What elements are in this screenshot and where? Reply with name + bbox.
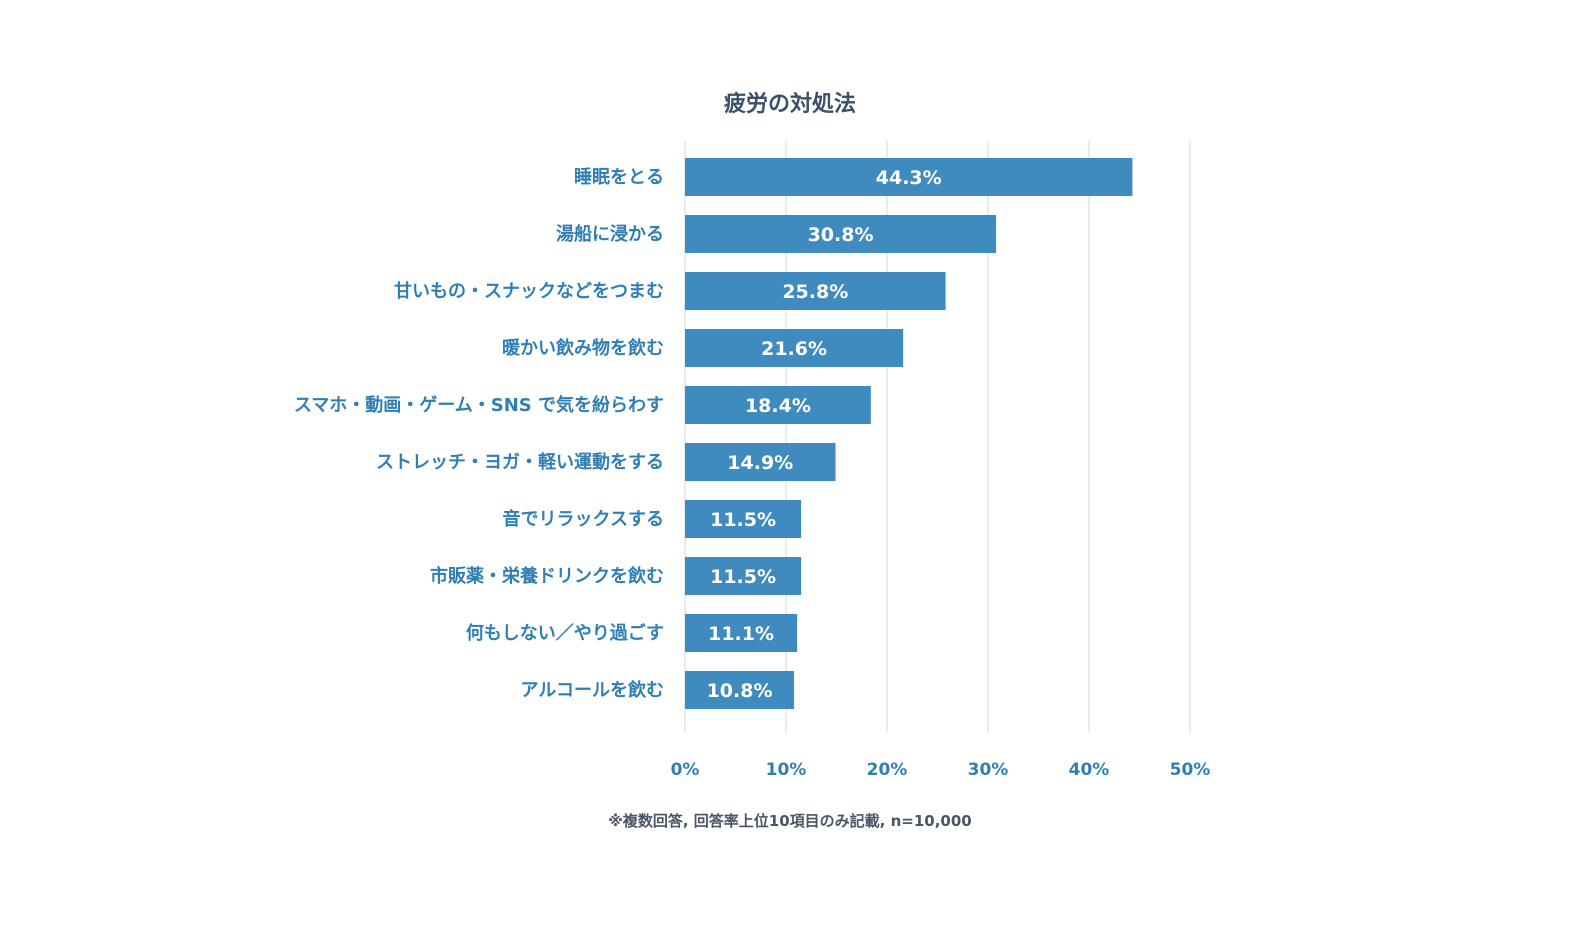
bar: [685, 500, 802, 538]
bar-value-label: 18.4%: [745, 395, 811, 417]
chart-footnote: ※複数回答, 回答率上位10項目のみ記載, n=10,000: [608, 812, 971, 830]
x-tick-label: 0%: [671, 760, 700, 780]
x-axis-ticks: 0% 10% 20% 30% 40% 50%: [671, 760, 1211, 780]
category-label: 睡眠をとる: [574, 167, 664, 188]
bars: 44.3% 30.8% 25.8% 21.6% 18.4% 14.9% 11.5% 11.5%…: [685, 158, 1133, 709]
x-tick-label: 50%: [1170, 760, 1211, 780]
bar: [685, 215, 997, 253]
bar: [685, 158, 1133, 196]
bar-value-label: 30.8%: [808, 224, 874, 246]
bar-value-label: 21.6%: [761, 338, 827, 360]
bar-value-label: 14.9%: [727, 452, 793, 474]
category-label: スマホ・動画・ゲーム・SNS で気を紛らわす: [294, 394, 664, 416]
bar: [685, 386, 871, 424]
bar-value-label: 44.3%: [876, 167, 942, 189]
category-label: 何もしない／やり過ごす: [466, 622, 664, 644]
category-label: 暖かい飲み物を飲む: [502, 337, 664, 359]
bar: [685, 329, 904, 367]
category-label: アルコールを飲む: [521, 679, 664, 701]
bar-value-label: 10.8%: [707, 680, 773, 702]
category-label: 音でリラックスする: [503, 508, 664, 530]
bar-value-label: 11.5%: [710, 566, 776, 588]
bar: [685, 614, 798, 652]
category-label: ストレッチ・ヨガ・軽い運動をする: [376, 451, 664, 473]
category-label: 甘いもの・スナックなどをつまむ: [394, 281, 664, 302]
x-tick-label: 30%: [968, 760, 1009, 780]
bar: [685, 272, 946, 310]
bar: [685, 557, 802, 595]
chart-title: 疲労の対処法: [724, 91, 856, 117]
category-label: 市販薬・栄養ドリンクを飲む: [430, 565, 664, 587]
bar-value-label: 25.8%: [782, 281, 848, 303]
category-label: 湯船に浸かる: [556, 223, 664, 245]
bar: [685, 671, 795, 709]
category-labels: 睡眠をとる湯船に浸かる甘いもの・スナックなどをつまむ暖かい飲み物を飲むスマホ・動…: [294, 167, 664, 701]
bar-value-label: 11.5%: [710, 509, 776, 531]
x-tick-label: 40%: [1069, 760, 1110, 780]
x-tick-label: 10%: [766, 760, 807, 780]
x-tick-label: 20%: [867, 760, 908, 780]
bar: [685, 443, 836, 481]
bar-value-label: 11.1%: [708, 623, 774, 645]
